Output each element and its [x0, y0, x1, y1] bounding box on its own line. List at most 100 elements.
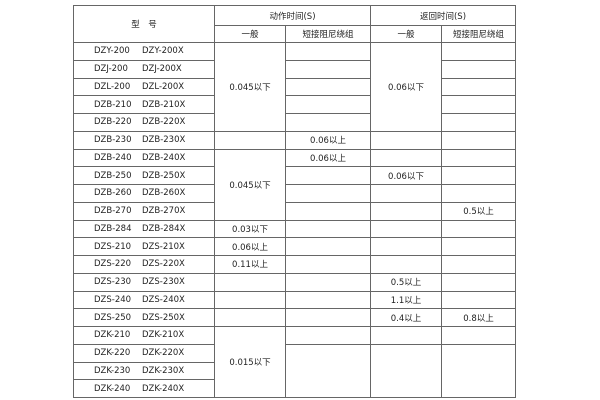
model-name: DZK-210: [94, 330, 131, 341]
model-cell: DZK-240 DZK-240X: [73, 379, 215, 398]
table-body: DZY-200 DZY-200X 0.045以下 0.06以下 DZJ-200 DZJ-2…: [73, 42, 516, 399]
table-row: DZS-230 DZS-230X 0.5以上: [73, 272, 516, 292]
return-general-cell: [370, 255, 442, 274]
header-return-shorted: 短接阻尼绕组: [441, 25, 516, 43]
model-x-variant: DZL-200X: [142, 81, 185, 92]
return-shorted-cell: [441, 272, 516, 292]
model-x-variant: DZK-230X: [142, 365, 185, 376]
model-x-variant: DZS-240X: [142, 294, 185, 305]
model-cell: DZK-210 DZK-210X: [73, 326, 215, 345]
return-shorted-cell: [441, 113, 516, 132]
action-general-cell: 0.045以下: [214, 42, 286, 132]
return-shorted-cell: [441, 184, 516, 203]
action-general-cell: [214, 290, 286, 310]
model-x-variant: DZB-240X: [142, 152, 186, 163]
model-name: DZL-200: [94, 81, 131, 92]
return-shorted-cell: [441, 77, 516, 97]
table-row: DZK-240 DZK-240X: [73, 379, 516, 398]
return-shorted-cell: [441, 326, 516, 345]
action-general-cell: 0.015以下: [214, 326, 286, 398]
table-row: DZS-210 DZS-210X 0.06以上: [73, 237, 516, 256]
model-x-variant: DZS-230X: [142, 277, 185, 288]
return-general-cell: 0.4以上: [370, 308, 442, 327]
return-shorted-cell: 0.8以上: [441, 308, 516, 327]
return-shorted-cell: [441, 59, 516, 79]
model-cell: DZS-210 DZS-210X: [73, 237, 215, 256]
model-name: DZS-240: [94, 294, 132, 305]
model-x-variant: DZB-260X: [142, 188, 186, 199]
return-general-cell: 0.06以下: [370, 42, 442, 132]
model-cell: DZB-270 DZB-270X: [73, 201, 215, 221]
model-name: DZJ-200: [94, 64, 128, 75]
return-general-cell: [370, 237, 442, 256]
action-shorted-cell: [285, 184, 371, 203]
model-x-variant: DZK-240X: [142, 383, 185, 394]
model-name: DZB-270: [94, 206, 132, 217]
model-name: DZK-240: [94, 383, 131, 394]
return-shorted-cell: [441, 42, 516, 61]
model-cell: DZB-250 DZB-250X: [73, 166, 215, 185]
model-cell: DZB-210 DZB-210X: [73, 95, 215, 114]
action-shorted-cell: [285, 219, 371, 239]
model-cell: DZS-230 DZS-230X: [73, 272, 215, 292]
table-row: DZB-260 DZB-260X: [73, 184, 516, 203]
model-name: DZB-284: [94, 223, 132, 234]
model-name: DZB-250: [94, 170, 132, 181]
model-x-variant: DZJ-200X: [142, 64, 182, 75]
model-name: DZB-230: [94, 135, 132, 146]
table-row: DZB-230 DZB-230X 0.06以上: [73, 130, 516, 150]
header-model: 型 号: [73, 5, 215, 43]
table-row: DZS-250 DZS-250X 0.4以上 0.8以上: [73, 308, 516, 327]
return-general-cell: [370, 326, 442, 345]
return-shorted-cell: [441, 95, 516, 114]
model-x-variant: DZB-284X: [142, 223, 186, 234]
return-shorted-cell: [441, 130, 516, 150]
table-row: DZB-284 DZB-284X 0.03以下: [73, 219, 516, 239]
model-x-variant: DZS-220X: [142, 259, 185, 270]
return-shorted-cell: [441, 255, 516, 274]
header-return-time: 返回时间(S): [370, 5, 516, 26]
header-action-time: 动作时间(S): [214, 5, 371, 26]
action-shorted-cell: [285, 95, 371, 114]
model-x-variant: DZB-210X: [142, 99, 186, 110]
model-cell: DZB-260 DZB-260X: [73, 184, 215, 203]
return-shorted-cell: [441, 237, 516, 256]
table-row: DZK-210 DZK-210X 0.015以下: [73, 326, 516, 398]
header-action-shorted: 短接阻尼绕组: [285, 25, 371, 43]
table-row: DZB-270 DZB-270X 0.5以上: [73, 201, 516, 221]
model-name: DZB-220: [94, 117, 132, 128]
action-shorted-cell: [285, 255, 371, 274]
model-name: DZB-210: [94, 99, 132, 110]
model-name: DZS-210: [94, 241, 132, 252]
model-x-variant: DZB-220X: [142, 117, 186, 128]
model-cell: DZB-240 DZB-240X: [73, 148, 215, 168]
model-x-variant: DZK-210X: [142, 330, 185, 341]
model-name: DZS-230: [94, 277, 132, 288]
model-cell: DZL-200 DZL-200X: [73, 77, 215, 97]
table-row: DZS-220 DZS-220X 0.11以上: [73, 255, 516, 274]
return-general-cell: [370, 219, 442, 239]
table-row: DZY-200 DZY-200X 0.045以下 0.06以下: [73, 42, 516, 132]
return-shorted-cell: [441, 166, 516, 185]
action-shorted-cell: [285, 343, 371, 399]
model-x-variant: DZB-250X: [142, 170, 186, 181]
action-shorted-cell: [285, 272, 371, 292]
return-shorted-cell: [441, 219, 516, 239]
action-general-cell: 0.03以下: [214, 219, 286, 239]
action-general-cell: 0.06以上: [214, 237, 286, 256]
table-row: DZB-250 DZB-250X 0.06以下: [73, 166, 516, 185]
model-x-variant: DZS-250X: [142, 312, 185, 323]
relay-timing-table: 型 号 动作时间(S) 返回时间(S) 一般 短接阻尼绕组 一般 短接阻尼绕组 …: [73, 5, 516, 399]
return-shorted-cell: [441, 343, 516, 399]
model-name: DZS-250: [94, 312, 132, 323]
model-cell: DZS-250 DZS-250X: [73, 308, 215, 327]
action-shorted-cell: [285, 59, 371, 79]
model-cell: DZK-230 DZK-230X: [73, 361, 215, 381]
action-shorted-cell: [285, 201, 371, 221]
header-return-general: 一般: [370, 25, 442, 43]
model-name: DZB-260: [94, 188, 132, 199]
action-shorted-cell: [285, 166, 371, 185]
model-x-variant: DZB-270X: [142, 206, 186, 217]
model-cell: DZS-240 DZS-240X: [73, 290, 215, 310]
action-shorted-cell: [285, 77, 371, 97]
